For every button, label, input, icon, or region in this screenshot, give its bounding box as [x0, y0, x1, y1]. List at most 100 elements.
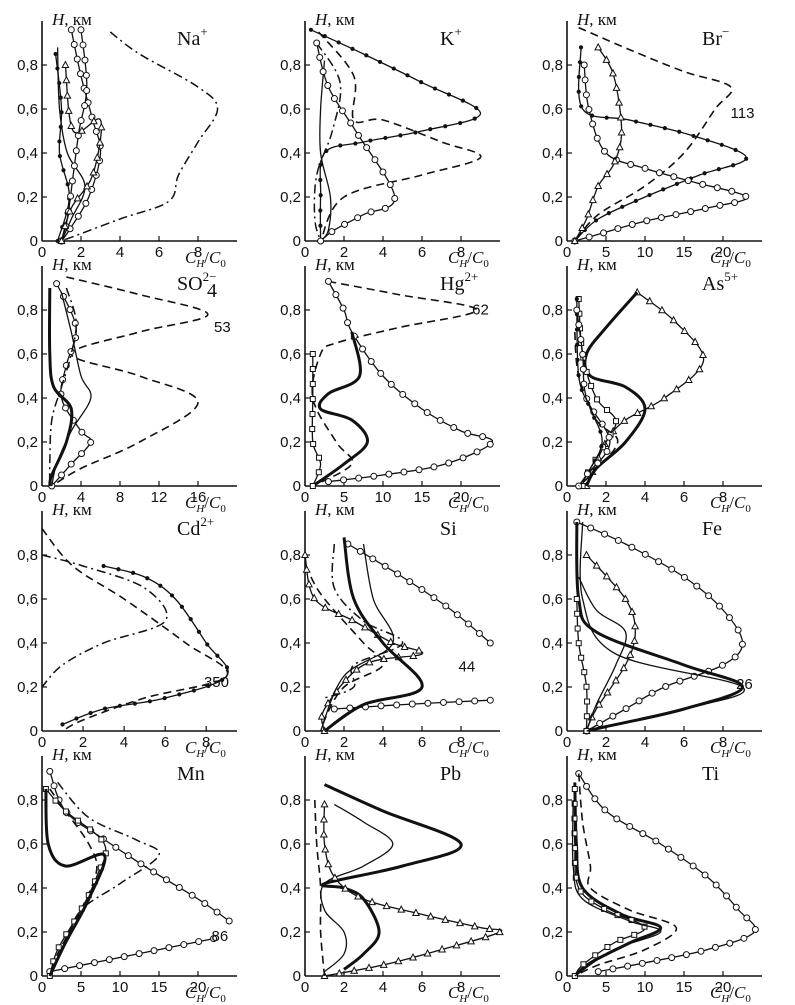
x-tick-label: 20	[715, 244, 732, 261]
series-point	[582, 91, 590, 99]
series-point	[576, 74, 582, 80]
series-point	[330, 873, 339, 881]
series-line	[311, 354, 322, 487]
chart-title: Cd2+	[177, 514, 214, 540]
series-point	[60, 722, 65, 727]
series-point	[635, 697, 643, 705]
y-tick-label: 0,4	[280, 880, 301, 897]
series-point	[318, 193, 323, 198]
y-tick-label: 0,6	[280, 101, 301, 118]
series-point	[602, 571, 611, 580]
series-point	[577, 888, 584, 895]
x-tick-label: 8	[719, 734, 727, 751]
series-point	[175, 884, 183, 892]
x-tick-label: 8	[457, 734, 465, 751]
x-tick-label: 10	[112, 979, 129, 996]
series-point	[581, 76, 589, 84]
series-point	[576, 89, 581, 94]
series-point	[87, 826, 94, 833]
series-line	[311, 331, 369, 488]
series-point	[645, 296, 654, 305]
series-point	[315, 469, 322, 476]
series-point	[77, 26, 85, 34]
series-point	[570, 236, 579, 244]
series-point	[74, 212, 82, 220]
series-point	[418, 586, 426, 594]
series-point	[691, 133, 696, 139]
x-tick-label: 6	[418, 979, 426, 996]
y-tick-label: 0,8	[542, 302, 563, 319]
series-point	[691, 337, 700, 345]
series-point	[455, 918, 465, 927]
series-point	[577, 336, 585, 344]
y-tick-label: 0	[555, 478, 563, 495]
series-point	[617, 936, 624, 943]
series-point	[57, 236, 66, 244]
series-point	[662, 682, 670, 690]
series-point	[631, 621, 640, 630]
x-tick-label: 2	[79, 734, 87, 751]
series-point	[310, 441, 317, 448]
chart-title: Na+	[177, 24, 208, 50]
y-tick-label: 0,8	[280, 57, 301, 74]
y-tick-label: 0,2	[280, 189, 301, 206]
series-point	[588, 382, 595, 389]
series-point	[120, 953, 128, 961]
series-point	[65, 206, 74, 215]
series-point	[71, 319, 79, 327]
series-point	[74, 716, 79, 721]
x-tick-label: 0	[38, 244, 46, 261]
series-point	[82, 71, 90, 79]
series-point	[68, 177, 76, 185]
x-tick-label: 15	[676, 244, 693, 261]
series-point	[78, 450, 86, 458]
series-point	[405, 73, 410, 78]
series-point	[88, 710, 93, 716]
series-point	[578, 223, 587, 231]
series-point	[317, 237, 325, 245]
series-point	[716, 167, 721, 172]
series-point	[588, 195, 597, 204]
series-point	[693, 582, 701, 590]
x-tick-label: 0	[563, 489, 571, 506]
series-point	[578, 45, 584, 50]
y-tick-label: 0	[30, 723, 38, 740]
series-point	[609, 712, 617, 720]
series-point	[61, 221, 70, 230]
series-point	[356, 547, 364, 555]
chart-panel-8: 0 0,2 0,4 0,6 0,8 0 2 4 6 8 H, км CH/C0 Si 44	[280, 500, 500, 760]
x-axis-label: CH/C0	[185, 738, 226, 760]
y-tick-label: 0,6	[17, 346, 38, 363]
chart-panel-2: 0 0,2 0,4 0,6 0,8 0 2 4 6 8 H, км CH/C0 K+	[280, 10, 500, 270]
x-axis-label: CH/C0	[185, 248, 226, 270]
data-annotation: 53	[214, 319, 231, 336]
series-point	[722, 892, 730, 900]
series-point	[680, 573, 688, 581]
series-point	[621, 594, 630, 602]
series-point	[628, 917, 635, 924]
data-annotation: 86	[211, 928, 228, 945]
series-line	[585, 291, 705, 487]
x-tick-label: 0	[38, 734, 46, 751]
series-point	[81, 56, 89, 64]
series-point	[684, 177, 692, 185]
series-point	[455, 698, 463, 706]
y-axis-label: H, км	[51, 255, 92, 274]
x-tick-label: 4	[77, 489, 85, 506]
series-point	[617, 127, 626, 136]
y-tick-label: 0	[555, 723, 563, 740]
series-point	[598, 429, 603, 434]
x-tick-label: 5	[602, 979, 610, 996]
series-point	[585, 106, 593, 114]
series-point	[188, 891, 196, 899]
series-point	[643, 217, 651, 225]
y-tick-label: 0,6	[280, 346, 301, 363]
series-point	[439, 698, 447, 706]
series-point	[381, 204, 389, 212]
series-point	[593, 134, 601, 142]
series-point	[169, 593, 175, 598]
series-point	[628, 607, 637, 615]
series-point	[701, 871, 709, 879]
series-point	[611, 675, 620, 684]
y-tick-label: 0,2	[542, 924, 563, 941]
